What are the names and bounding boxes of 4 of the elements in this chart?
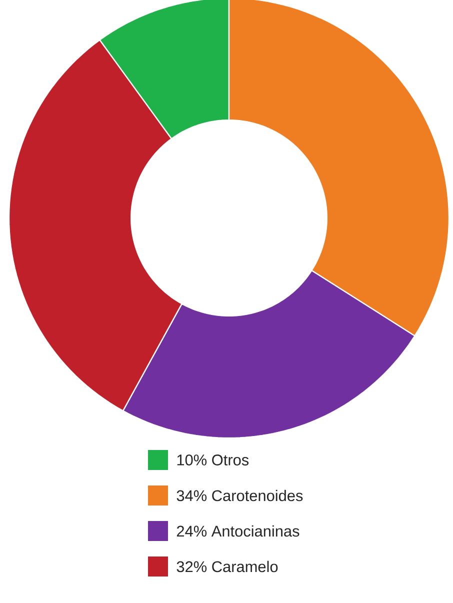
legend-label: 24% Antocianinas (176, 525, 300, 537)
legend-label: 32% Caramelo (176, 560, 278, 572)
legend-label: 10% Otros (177, 454, 249, 466)
legend-label: 34% Carotenoides (176, 490, 303, 502)
